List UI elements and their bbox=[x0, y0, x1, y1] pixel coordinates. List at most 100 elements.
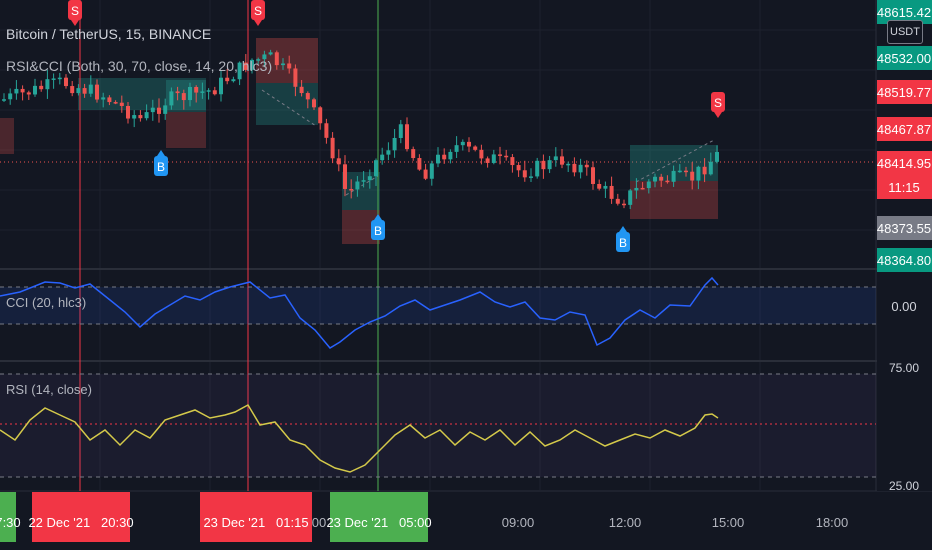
candle[interactable] bbox=[312, 97, 316, 111]
candle[interactable] bbox=[392, 129, 397, 158]
candle[interactable] bbox=[715, 145, 719, 164]
candle[interactable] bbox=[560, 149, 564, 169]
candle[interactable] bbox=[436, 147, 440, 168]
price-label[interactable]: 48532.00 bbox=[877, 46, 932, 70]
candle[interactable] bbox=[411, 146, 416, 161]
candle[interactable] bbox=[659, 173, 664, 187]
candle[interactable] bbox=[256, 57, 261, 65]
candle[interactable] bbox=[498, 146, 502, 165]
candle[interactable] bbox=[367, 169, 372, 189]
candle[interactable] bbox=[57, 72, 62, 85]
candle[interactable] bbox=[553, 147, 558, 167]
candle[interactable] bbox=[417, 154, 422, 171]
candle[interactable] bbox=[8, 88, 13, 105]
candle[interactable] bbox=[653, 173, 657, 188]
candle[interactable] bbox=[305, 91, 310, 109]
candle[interactable] bbox=[467, 137, 471, 153]
candle[interactable] bbox=[597, 179, 602, 191]
candle[interactable] bbox=[684, 166, 688, 177]
candle[interactable] bbox=[113, 100, 118, 105]
candle[interactable] bbox=[646, 179, 651, 194]
candle[interactable] bbox=[330, 132, 335, 164]
candle[interactable] bbox=[101, 92, 106, 108]
candle[interactable] bbox=[194, 85, 199, 103]
candle[interactable] bbox=[702, 158, 707, 183]
candle[interactable] bbox=[640, 182, 645, 190]
candle[interactable] bbox=[566, 161, 571, 173]
candle[interactable] bbox=[572, 157, 577, 177]
candle[interactable] bbox=[677, 164, 682, 173]
candle[interactable] bbox=[138, 110, 143, 122]
time-marker[interactable]: 22 Dec '21 20:30 bbox=[28, 492, 134, 542]
candle[interactable] bbox=[473, 145, 478, 152]
candle[interactable] bbox=[268, 49, 273, 56]
candle[interactable] bbox=[429, 160, 434, 186]
indicator-legend[interactable]: RSI&CCI (Both, 30, 70, close, 14, 20, hl… bbox=[6, 58, 273, 74]
candle[interactable] bbox=[126, 102, 130, 124]
candle[interactable] bbox=[293, 64, 298, 97]
candle[interactable] bbox=[262, 50, 267, 68]
candlestick-series[interactable] bbox=[2, 49, 719, 210]
candle[interactable] bbox=[405, 117, 409, 152]
cci-pane-label[interactable]: CCI (20, hlc3) bbox=[6, 295, 87, 310]
candle[interactable] bbox=[212, 86, 217, 96]
candle[interactable] bbox=[20, 85, 25, 101]
candle[interactable] bbox=[529, 168, 533, 183]
candle[interactable] bbox=[696, 165, 701, 190]
candle[interactable] bbox=[70, 81, 75, 97]
rsi-pane-label[interactable]: RSI (14, close) bbox=[6, 382, 92, 397]
candle[interactable] bbox=[448, 149, 453, 164]
candle[interactable] bbox=[442, 148, 447, 164]
candle[interactable] bbox=[380, 147, 385, 165]
candle[interactable] bbox=[181, 89, 186, 110]
candle[interactable] bbox=[615, 193, 620, 206]
candle[interactable] bbox=[479, 144, 484, 165]
candle[interactable] bbox=[237, 61, 242, 86]
candle[interactable] bbox=[144, 104, 149, 121]
candle[interactable] bbox=[88, 75, 93, 97]
currency-button[interactable]: USDT bbox=[887, 20, 923, 44]
candle[interactable] bbox=[318, 106, 323, 130]
candle[interactable] bbox=[33, 78, 37, 97]
candle[interactable] bbox=[510, 154, 515, 173]
cci-line[interactable] bbox=[0, 276, 719, 349]
candle[interactable] bbox=[51, 73, 56, 89]
candle[interactable] bbox=[119, 95, 124, 113]
candle[interactable] bbox=[336, 149, 341, 172]
candle[interactable] bbox=[76, 84, 81, 96]
candle[interactable] bbox=[281, 58, 285, 70]
candle[interactable] bbox=[541, 154, 546, 179]
candle[interactable] bbox=[150, 99, 155, 121]
candle[interactable] bbox=[708, 152, 713, 176]
price-label[interactable]: 48519.77 bbox=[877, 80, 932, 104]
candle[interactable] bbox=[175, 86, 180, 101]
candle[interactable] bbox=[591, 161, 595, 190]
candle[interactable] bbox=[460, 139, 465, 151]
candle[interactable] bbox=[250, 58, 254, 74]
price-label[interactable]: 48364.80 bbox=[877, 248, 932, 272]
candle[interactable] bbox=[14, 80, 19, 100]
rsi-pane[interactable] bbox=[0, 373, 876, 478]
candle[interactable] bbox=[603, 181, 608, 198]
candle[interactable] bbox=[26, 90, 31, 100]
candle[interactable] bbox=[361, 170, 366, 188]
candle[interactable] bbox=[504, 149, 509, 161]
candle[interactable] bbox=[64, 74, 68, 89]
candle[interactable] bbox=[522, 160, 527, 182]
candle[interactable] bbox=[690, 162, 695, 190]
candle[interactable] bbox=[188, 82, 192, 107]
candle[interactable] bbox=[665, 175, 670, 184]
price-label[interactable]: 48373.55 bbox=[877, 216, 932, 240]
candle[interactable] bbox=[634, 178, 639, 199]
candle[interactable] bbox=[491, 149, 496, 165]
candle[interactable] bbox=[516, 161, 521, 177]
candle[interactable] bbox=[584, 160, 589, 176]
candle[interactable] bbox=[299, 80, 304, 97]
candle[interactable] bbox=[398, 119, 403, 144]
candle[interactable] bbox=[82, 83, 87, 98]
candle[interactable] bbox=[219, 70, 223, 102]
candle[interactable] bbox=[423, 163, 428, 181]
price-axis[interactable]: 48615.42 48532.00 48519.77 48467.87 48414.95… bbox=[877, 0, 932, 493]
candle[interactable] bbox=[206, 88, 211, 100]
candle[interactable] bbox=[95, 79, 99, 103]
